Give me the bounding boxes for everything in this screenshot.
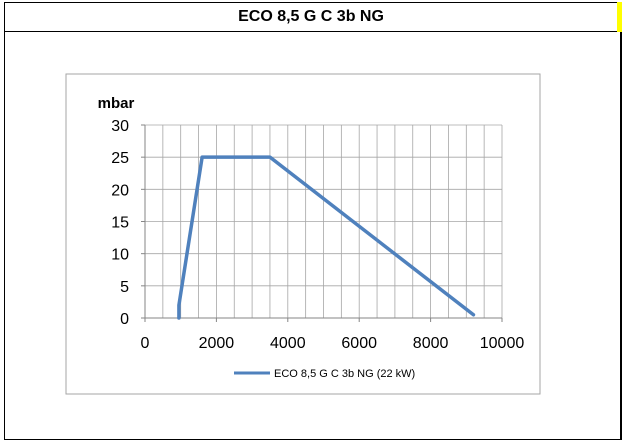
legend[interactable]: ECO 8,5 G C 3b NG (22 kW) — [234, 368, 415, 380]
series-lines — [177, 155, 476, 320]
y-tick-label: 20 — [111, 182, 129, 199]
y-tick-label: 10 — [111, 247, 129, 264]
y-tick-label: 30 — [111, 118, 129, 135]
legend-entry: ECO 8,5 G C 3b NG (22 kW) — [274, 368, 415, 380]
y-tick-label: 15 — [111, 215, 129, 232]
x-tick-label: 4000 — [270, 335, 306, 352]
y-tick-label: 5 — [120, 279, 129, 296]
y-tick-label: 25 — [111, 150, 129, 167]
x-tick-label: 8000 — [413, 335, 449, 352]
y-axis-label: mbar — [98, 95, 135, 112]
sheet-frame — [4, 32, 622, 440]
cell-selection-marker[interactable] — [617, 2, 622, 32]
axes — [141, 124, 503, 322]
y-tick-labels: 0 5 10 15 20 25 30 — [111, 118, 129, 328]
grid-lines — [144, 124, 503, 319]
x-tick-label: 0 — [141, 335, 150, 352]
x-tick-label: 10000 — [480, 335, 525, 352]
x-tick-label: 6000 — [341, 335, 377, 352]
series-line — [177, 155, 476, 320]
x-tick-label: 2000 — [199, 335, 235, 352]
chart-sheet-title-text: ECO 8,5 G C 3b NG — [238, 8, 384, 25]
y-tick-label: 0 — [120, 311, 129, 328]
sheet-frame-right-edge — [620, 32, 622, 440]
x-tick-labels: 0 2000 4000 6000 8000 10000 — [141, 335, 525, 352]
